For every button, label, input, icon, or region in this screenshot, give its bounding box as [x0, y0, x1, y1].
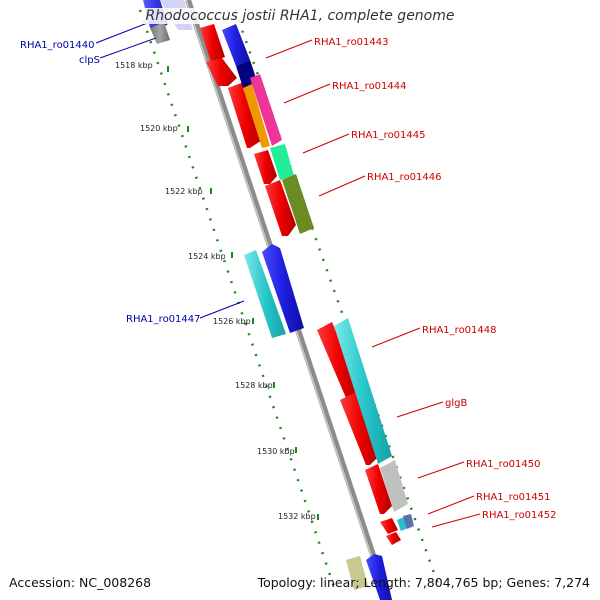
gene-ro01443[interactable]	[222, 24, 250, 66]
cds-ro01450[interactable]	[365, 464, 392, 514]
tick-label: 1530 kbp	[257, 447, 295, 456]
gene-bottom[interactable]	[346, 554, 392, 600]
gene-label-ro01440[interactable]: RHA1_ro01440	[20, 40, 95, 51]
gene-ro01444-orange[interactable]	[243, 84, 270, 148]
cds-ro01444[interactable]	[228, 82, 262, 148]
gene-label-ro01446[interactable]: RHA1_ro01446	[367, 172, 442, 183]
cds-ro01448[interactable]	[317, 322, 360, 398]
gene-label-ro01447[interactable]: RHA1_ro01447	[126, 314, 201, 325]
tick-label: 1524 kbp	[188, 252, 226, 261]
cds-ro01451[interactable]	[380, 518, 398, 534]
gene-label-clpS[interactable]: clpS	[79, 55, 100, 66]
gene-label-ro01448[interactable]: RHA1_ro01448	[422, 325, 497, 336]
gene-ro01448[interactable]	[334, 318, 392, 464]
tick-label: 1522 kbp	[165, 187, 203, 196]
tick-label: 1532 kbp	[278, 512, 316, 521]
cds-ro01452[interactable]	[386, 532, 401, 545]
gene-ro01444-pink[interactable]	[250, 74, 282, 146]
tick-label: 1518 kbp	[115, 61, 153, 70]
gene-rha1-ro01447[interactable]	[244, 244, 304, 338]
tick-marks	[167, 66, 319, 520]
cds-glgB[interactable]	[340, 392, 380, 465]
gene-label-ro01450[interactable]: RHA1_ro01450	[466, 459, 541, 470]
cds-ro01443[interactable]	[200, 24, 225, 62]
cds-ro01445[interactable]	[254, 150, 277, 184]
cds-forward-track	[200, 24, 401, 545]
reverse-leaders	[95, 21, 245, 319]
tick-label: 1526 kbp	[213, 317, 251, 326]
cds-ro01446[interactable]	[265, 180, 296, 236]
gene-ro01445[interactable]	[270, 144, 294, 180]
gene-label-ro01451[interactable]: RHA1_ro01451	[476, 492, 551, 503]
gene-forward-track	[222, 24, 414, 531]
genome-summary-text: Topology: linear; Length: 7,804,765 bp; …	[257, 575, 590, 590]
gene-ro01452[interactable]	[403, 514, 414, 529]
gene-label-glgB[interactable]: glgB	[445, 398, 467, 409]
gene-ro01446[interactable]	[282, 174, 314, 234]
accession-text: Accession: NC_008268	[9, 575, 152, 590]
gene-ro01450[interactable]	[380, 460, 408, 512]
tick-labels: 1518 kbp 1520 kbp 1522 kbp 1524 kbp 1526…	[115, 61, 316, 521]
forward-leaders	[265, 39, 481, 528]
reverse-labels: RHA1_ro01440 clpS RHA1_ro01447	[20, 40, 201, 325]
tick-label: 1520 kbp	[140, 124, 178, 133]
cds-ro01443-b[interactable]	[206, 58, 237, 86]
genome-title: Rhodococcus jostii RHA1, complete genome	[0, 8, 600, 24]
gene-label-ro01444[interactable]: RHA1_ro01444	[332, 81, 407, 92]
gene-label-ro01445[interactable]: RHA1_ro01445	[351, 130, 426, 141]
gene-label-ro01452[interactable]: RHA1_ro01452	[482, 510, 557, 521]
forward-labels: RHA1_ro01443 RHA1_ro01444 RHA1_ro01445 R…	[314, 37, 557, 521]
gene-label-ro01443[interactable]: RHA1_ro01443	[314, 37, 389, 48]
tick-label: 1528 kbp	[235, 381, 273, 390]
genome-title-text: Rhodococcus jostii RHA1, complete genome	[142, 8, 458, 24]
